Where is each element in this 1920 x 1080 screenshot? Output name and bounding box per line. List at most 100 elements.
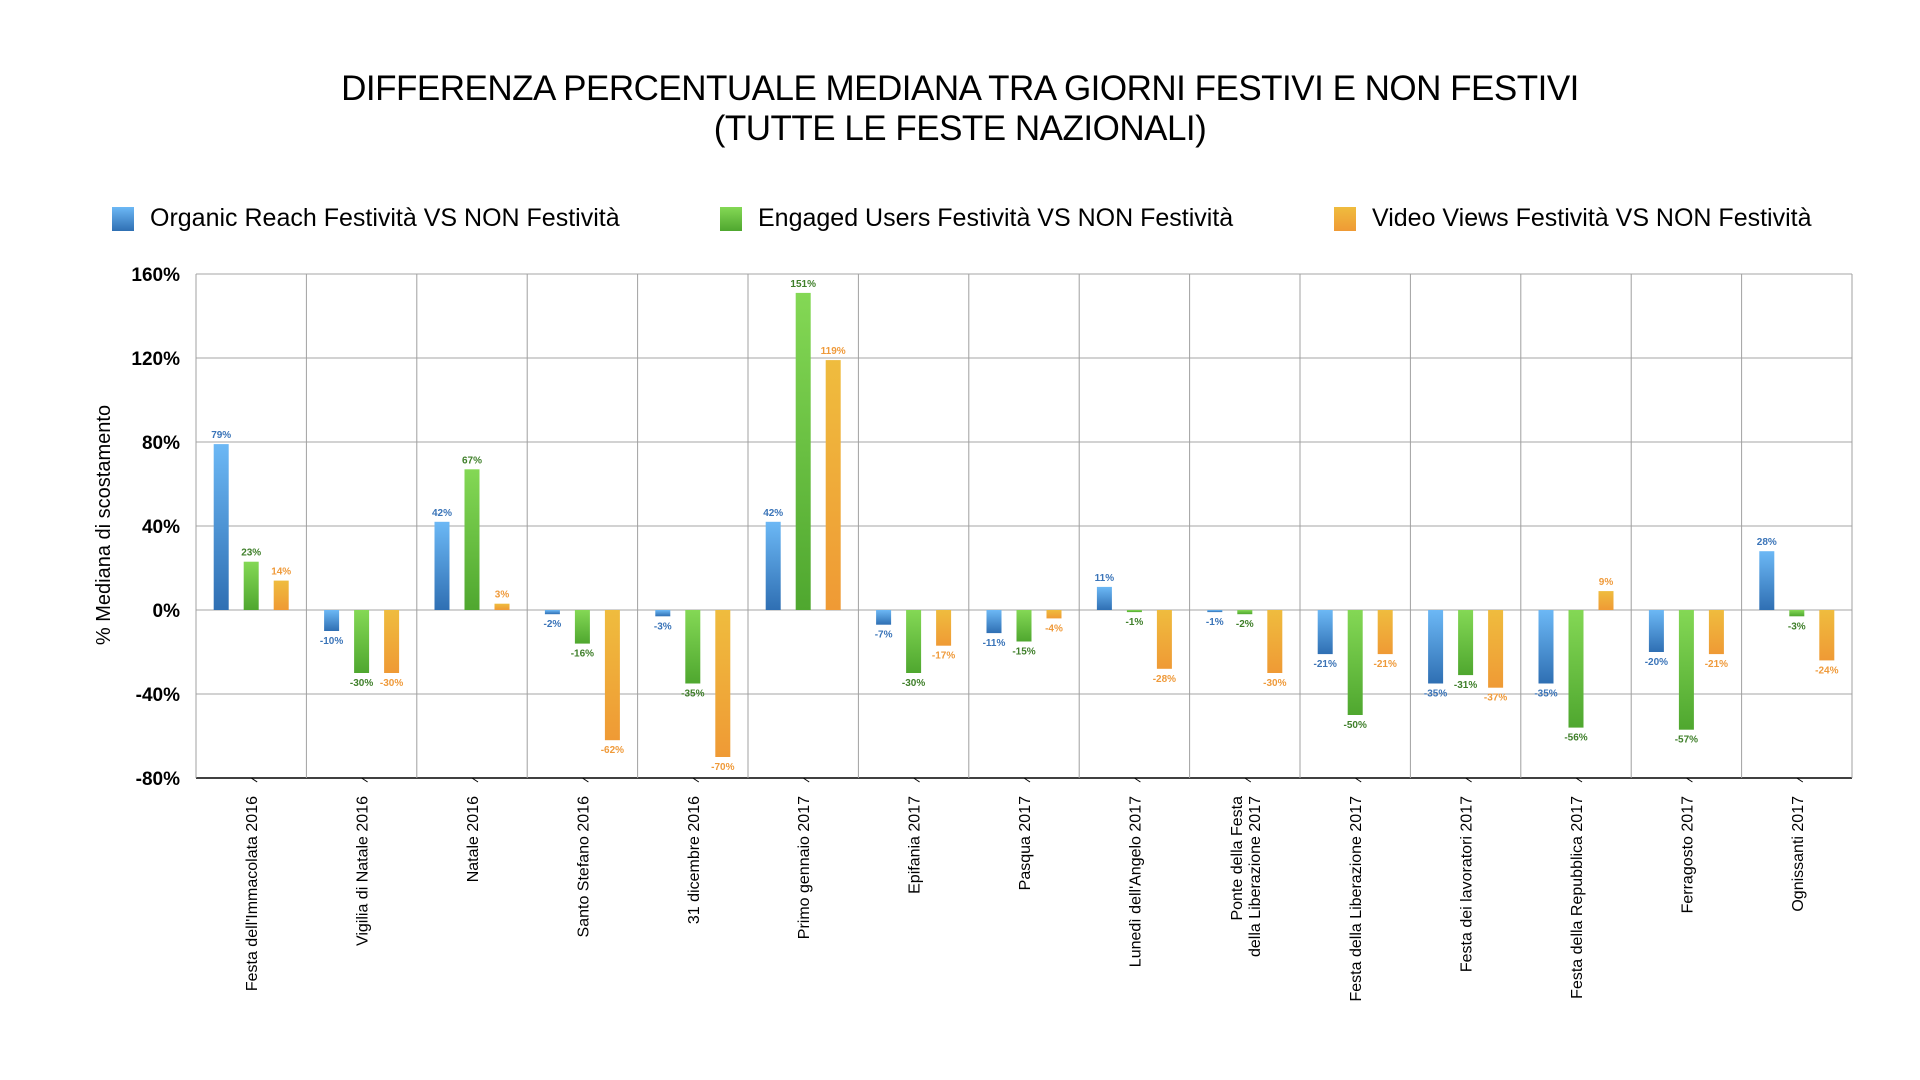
data-label-engaged-users: -50% xyxy=(1344,720,1367,731)
legend-item-engaged-users: Engaged Users Festività VS NON Festività xyxy=(720,204,1233,233)
x-tick-label: Festa dei lavoratori 2017 xyxy=(1459,796,1476,972)
data-label-engaged-users: 23% xyxy=(241,548,261,559)
data-label-organic-reach: -2% xyxy=(544,619,562,630)
bar-video-views xyxy=(1488,610,1504,688)
data-label-engaged-users: -3% xyxy=(1788,621,1806,632)
bar-video-views xyxy=(1819,610,1835,661)
bar-video-views xyxy=(494,603,510,610)
bar-video-views xyxy=(715,610,731,757)
legend-label: Organic Reach Festività VS NON Festività xyxy=(150,204,620,232)
x-axis: Festa dell'Immacolata 2016 Vigilia di Nat… xyxy=(244,777,1807,1001)
legend-item-organic-reach: Organic Reach Festività VS NON Festività xyxy=(112,204,620,233)
bar-engaged-users xyxy=(574,610,590,644)
bar-engaged-users xyxy=(1126,610,1142,613)
bar-engaged-users xyxy=(243,561,259,610)
data-label-video-views: 119% xyxy=(821,346,846,357)
data-label-video-views: -17% xyxy=(932,651,955,662)
data-label-organic-reach: 79% xyxy=(211,430,231,441)
x-tick-label: Vigilia di Natale 2016 xyxy=(355,796,372,946)
legend: Organic Reach Festività VS NON Festività… xyxy=(0,204,1920,244)
bar-video-views xyxy=(384,610,400,673)
data-label-engaged-users: -31% xyxy=(1454,680,1477,691)
bar-video-views xyxy=(1708,610,1724,655)
x-tick xyxy=(1354,777,1362,783)
bar-video-views xyxy=(1267,610,1283,673)
legend-label: Engaged Users Festività VS NON Festività xyxy=(758,204,1234,232)
x-tick-label: Lunedì dell'Angelo 2017 xyxy=(1127,796,1144,967)
data-label-engaged-users: 67% xyxy=(462,455,482,466)
bar-engaged-users xyxy=(354,610,370,673)
x-tick-label: Festa della Repubblica 2017 xyxy=(1569,796,1586,999)
bar-organic-reach xyxy=(544,610,560,615)
data-label-video-views: 3% xyxy=(495,590,510,601)
x-tick xyxy=(692,777,700,783)
bar-video-views xyxy=(1156,610,1172,669)
y-tick-label: 40% xyxy=(142,517,180,538)
data-label-organic-reach: 42% xyxy=(432,508,452,519)
bar-organic-reach xyxy=(324,610,340,631)
bar-organic-reach xyxy=(655,610,671,617)
y-tick-label: 160% xyxy=(131,265,180,286)
legend-swatch-engaged-users xyxy=(720,206,742,231)
bar-organic-reach xyxy=(765,521,781,610)
x-tick-label: Epifania 2017 xyxy=(907,796,924,894)
y-tick-label: 80% xyxy=(142,433,180,454)
x-tick-label: Natale 2016 xyxy=(465,796,482,882)
x-tick xyxy=(361,777,368,783)
y-tick-label: 120% xyxy=(131,349,180,370)
bar-video-views xyxy=(936,610,952,646)
y-tick-label: -80% xyxy=(136,769,180,790)
x-tick xyxy=(1575,777,1583,783)
x-tick xyxy=(1023,777,1031,783)
data-label-organic-reach: -3% xyxy=(654,621,672,632)
bar-engaged-users xyxy=(1237,610,1253,615)
bar-video-views xyxy=(604,610,620,741)
bar-organic-reach xyxy=(1096,586,1112,610)
bar-video-views xyxy=(1598,591,1614,610)
data-label-video-views: -30% xyxy=(1263,678,1286,689)
y-tick-label: 0% xyxy=(153,601,181,622)
bar-organic-reach xyxy=(1759,551,1775,610)
data-labels: 79% 23% 14% -10% -30% -30% 42% 67% 3% -2% -16% -62%… xyxy=(211,279,1838,773)
bar-organic-reach xyxy=(986,610,1002,634)
x-tick-label: Ognissanti 2017 xyxy=(1790,796,1807,912)
bar-video-views xyxy=(1046,610,1062,619)
data-label-engaged-users: -15% xyxy=(1012,647,1035,658)
data-label-organic-reach: -11% xyxy=(983,638,1006,649)
bar-engaged-users xyxy=(1568,610,1584,728)
bar-organic-reach xyxy=(1428,610,1444,684)
bar-engaged-users xyxy=(1789,610,1805,617)
legend-swatch-organic-reach xyxy=(112,206,134,231)
x-tick xyxy=(471,777,479,783)
data-label-engaged-users: -57% xyxy=(1675,735,1698,746)
data-label-organic-reach: -35% xyxy=(1424,689,1447,700)
bar-organic-reach xyxy=(876,610,892,625)
bar-engaged-users xyxy=(685,610,701,684)
data-label-video-views: -21% xyxy=(1705,659,1728,670)
data-label-video-views: -62% xyxy=(601,745,624,756)
x-tick-label: Pasqua 2017 xyxy=(1017,796,1034,890)
data-label-engaged-users: -30% xyxy=(902,678,925,689)
data-label-organic-reach: -7% xyxy=(875,630,893,641)
bar-video-views xyxy=(273,580,289,610)
bar-engaged-users xyxy=(1016,610,1032,642)
bar-engaged-users xyxy=(1458,610,1474,676)
data-label-video-views: -37% xyxy=(1484,693,1507,704)
data-label-engaged-users: -1% xyxy=(1126,617,1144,628)
bar-engaged-users xyxy=(795,292,811,610)
x-tick xyxy=(1244,777,1252,783)
data-label-video-views: 9% xyxy=(1599,577,1614,588)
data-label-video-views: -4% xyxy=(1045,623,1063,634)
data-label-organic-reach: 11% xyxy=(1095,573,1115,584)
data-label-organic-reach: -21% xyxy=(1314,659,1337,670)
chart-title: DIFFERENZA PERCENTUALE MEDIANA TRA GIORN… xyxy=(341,69,1579,108)
x-tick-label: Ponte della Festadella Liberazione 2017 xyxy=(1229,796,1264,957)
data-label-video-views: -24% xyxy=(1815,665,1838,676)
data-label-video-views: -28% xyxy=(1153,674,1176,685)
bar-video-views xyxy=(1377,610,1393,655)
bars xyxy=(213,292,1835,757)
bar-organic-reach xyxy=(213,444,229,610)
data-label-video-views: -30% xyxy=(380,678,403,689)
x-tick xyxy=(1465,777,1472,783)
